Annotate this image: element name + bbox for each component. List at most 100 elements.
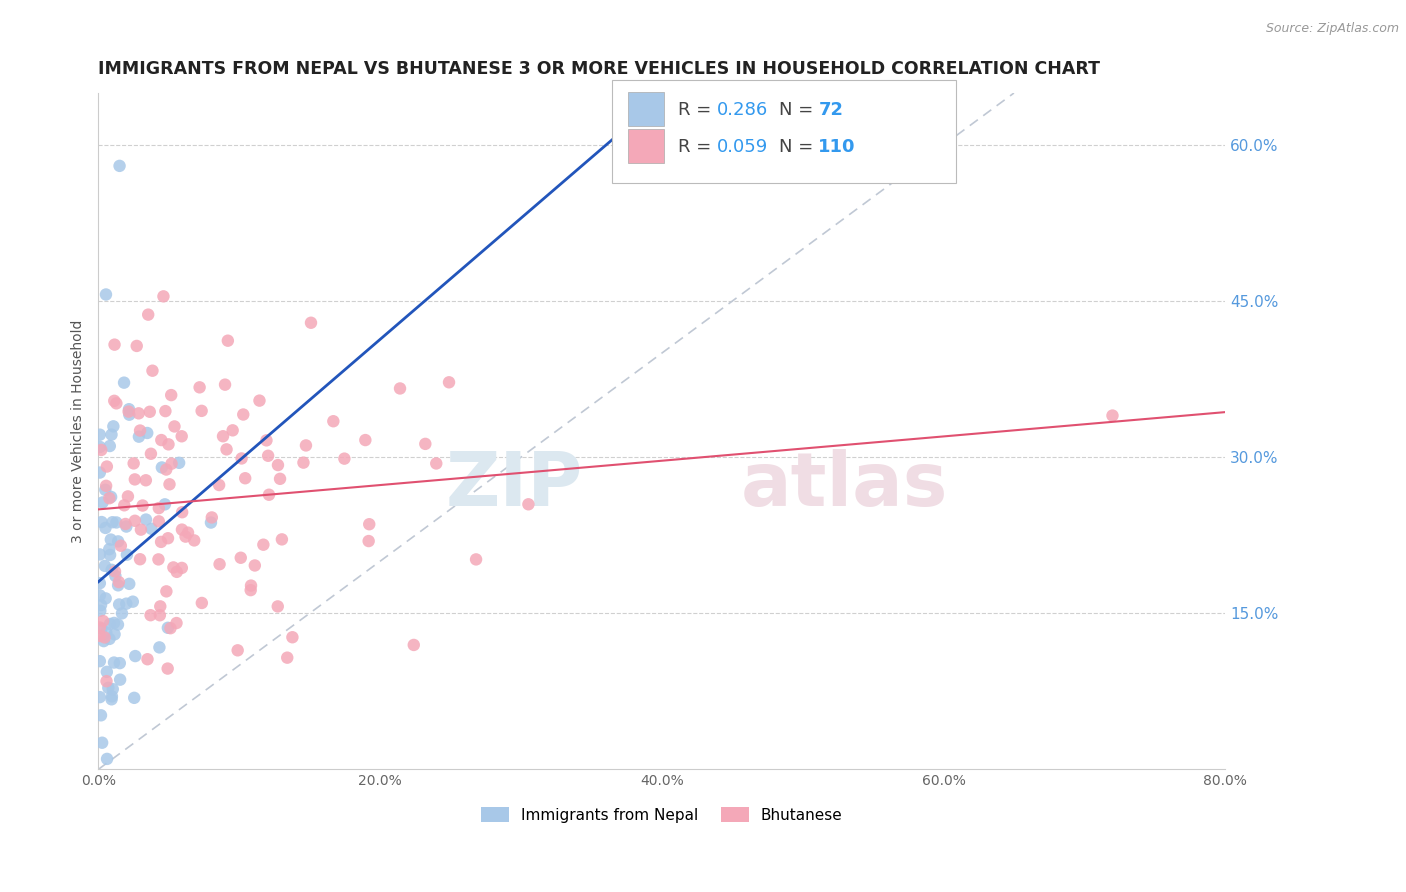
Point xyxy=(141,364,163,378)
Point xyxy=(174,530,197,544)
Point xyxy=(107,617,129,632)
Point xyxy=(183,533,205,548)
Point xyxy=(269,472,291,486)
Point xyxy=(124,514,146,528)
Point xyxy=(98,542,121,557)
Point xyxy=(122,690,145,705)
Point xyxy=(172,505,194,519)
Point xyxy=(98,632,121,646)
Point xyxy=(160,388,183,402)
Text: ZIP: ZIP xyxy=(446,449,583,522)
Point xyxy=(108,656,131,670)
Point xyxy=(389,381,412,395)
Point xyxy=(101,682,124,697)
Point xyxy=(162,560,184,574)
Point xyxy=(153,497,176,511)
Point xyxy=(281,630,304,644)
Point xyxy=(108,598,131,612)
Point xyxy=(155,462,177,476)
Point xyxy=(135,512,157,526)
Point xyxy=(149,608,172,623)
Point xyxy=(89,466,111,480)
Point xyxy=(103,393,125,408)
Point xyxy=(103,337,125,351)
Point xyxy=(155,404,177,418)
Point xyxy=(112,498,135,512)
Point xyxy=(139,405,162,419)
Point xyxy=(322,414,344,428)
Point xyxy=(105,396,128,410)
Point xyxy=(208,558,231,572)
Point xyxy=(101,690,124,704)
Point xyxy=(89,589,111,603)
Point xyxy=(159,621,181,635)
Point xyxy=(177,525,200,540)
Point xyxy=(135,473,157,487)
Point xyxy=(118,408,141,422)
Point xyxy=(96,625,118,640)
Point xyxy=(295,438,318,452)
Point xyxy=(89,690,111,705)
Point xyxy=(115,519,138,533)
Point xyxy=(101,515,124,529)
Point xyxy=(249,393,271,408)
Point xyxy=(89,548,111,562)
Point xyxy=(107,578,129,592)
Point xyxy=(111,607,134,621)
Point xyxy=(155,584,177,599)
Point xyxy=(89,576,111,591)
Point xyxy=(103,656,125,670)
Point xyxy=(117,490,139,504)
Text: atlas: atlas xyxy=(741,449,948,522)
Point xyxy=(96,674,118,689)
Point xyxy=(93,631,115,645)
Point xyxy=(150,535,173,549)
Point xyxy=(108,159,131,173)
Point xyxy=(149,599,172,614)
Point xyxy=(128,406,150,420)
Point xyxy=(112,376,135,390)
Point xyxy=(89,629,111,643)
Point xyxy=(215,442,238,457)
Point xyxy=(270,533,292,547)
Point xyxy=(115,548,138,562)
Point xyxy=(114,516,136,531)
Point xyxy=(226,643,249,657)
Point xyxy=(110,539,132,553)
Text: R =: R = xyxy=(678,138,717,156)
Point xyxy=(150,460,173,475)
Point xyxy=(465,552,488,566)
Text: 110: 110 xyxy=(818,138,856,156)
Point xyxy=(104,565,127,579)
Point xyxy=(98,617,121,632)
Point xyxy=(357,534,380,549)
Point xyxy=(100,490,122,504)
Point xyxy=(148,552,170,566)
Point xyxy=(90,442,112,457)
Point xyxy=(163,419,186,434)
Point xyxy=(98,548,121,562)
Point xyxy=(118,577,141,591)
Text: N =: N = xyxy=(779,138,818,156)
Point xyxy=(257,488,280,502)
Point xyxy=(129,424,152,438)
Text: 72: 72 xyxy=(818,101,844,119)
Point xyxy=(517,497,540,511)
Point xyxy=(108,673,131,687)
Point xyxy=(100,427,122,442)
Point xyxy=(190,404,212,418)
Point xyxy=(129,523,152,537)
Point xyxy=(292,456,315,470)
Point xyxy=(354,433,377,447)
Point xyxy=(89,440,111,454)
Point xyxy=(131,499,153,513)
Point xyxy=(118,402,141,417)
Point xyxy=(276,650,298,665)
Point xyxy=(200,516,222,530)
Point xyxy=(121,595,143,609)
Point xyxy=(159,477,181,491)
Point xyxy=(122,457,145,471)
Point xyxy=(104,569,127,583)
Point xyxy=(108,575,131,590)
Point xyxy=(212,429,235,443)
